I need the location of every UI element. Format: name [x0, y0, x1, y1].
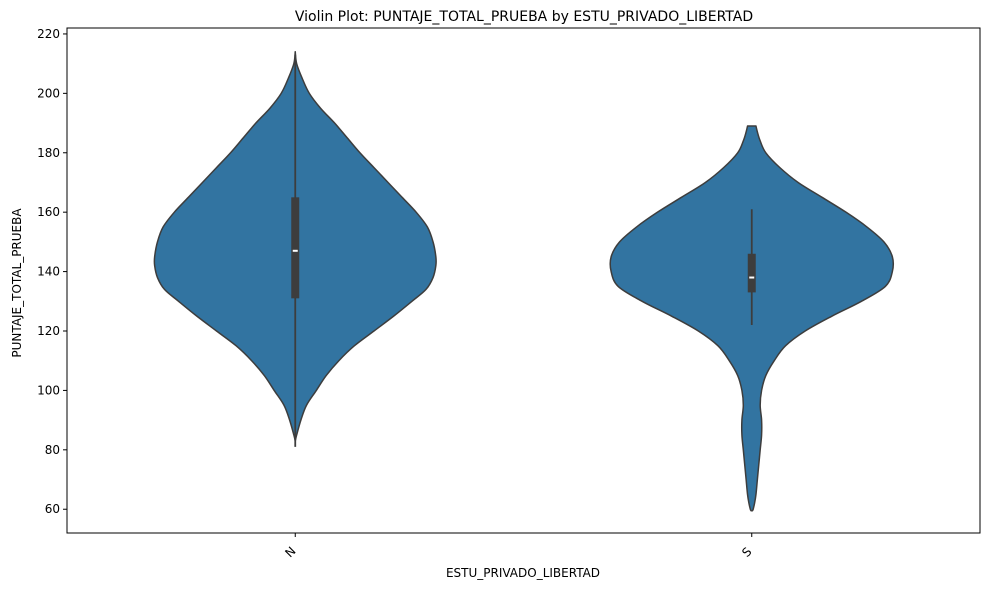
x-axis-label: ESTU_PRIVADO_LIBERTAD	[446, 566, 600, 580]
y-tick-label: 160	[37, 205, 60, 219]
plot-frame	[66, 27, 981, 534]
chart-title: Violin Plot: PUNTAJE_TOTAL_PRUEBA by EST…	[295, 9, 753, 25]
y-tick-label: 120	[37, 324, 60, 338]
y-tick-label: 140	[37, 265, 60, 279]
y-axis-label: PUNTAJE_TOTAL_PRUEBA	[10, 208, 24, 358]
violin-layer	[153, 51, 895, 512]
y-tick-label: 60	[45, 502, 60, 516]
y-axis: 60 80 100 120 140 160 180 200 220	[37, 27, 67, 516]
violin-N	[153, 51, 437, 447]
violin-iqr-box	[747, 253, 756, 293]
y-tick-label: 220	[37, 27, 60, 41]
y-tick-label: 80	[45, 443, 60, 457]
violin-iqr-box	[291, 197, 300, 299]
y-tick-label: 200	[37, 86, 60, 100]
y-tick-label: 100	[37, 383, 60, 397]
y-tick-label: 180	[37, 146, 60, 160]
violin-S	[609, 125, 895, 512]
